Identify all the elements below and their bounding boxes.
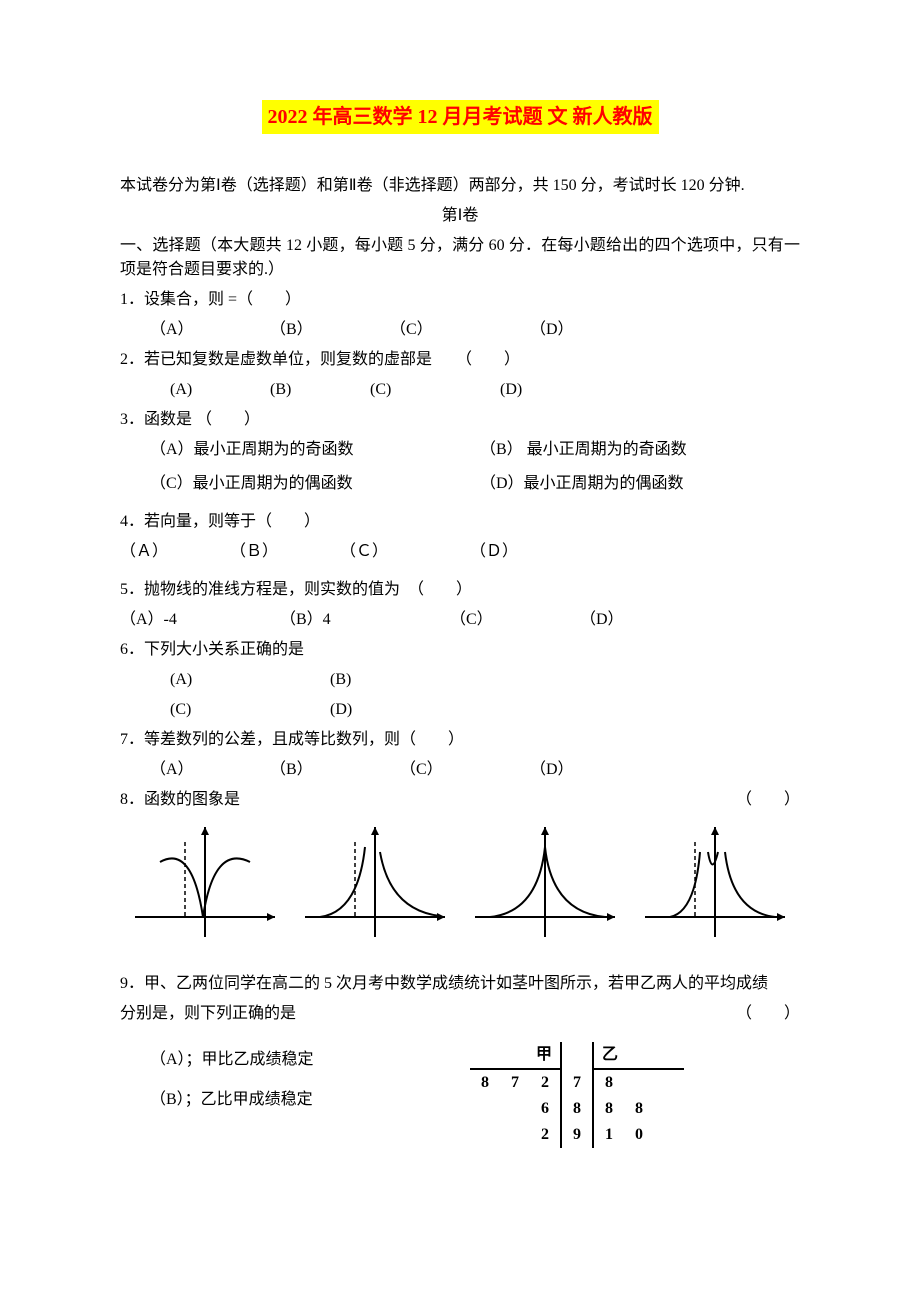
q8-graphs (120, 822, 800, 942)
q8-text: 8．函数的图象是 (120, 788, 240, 812)
q8-row: 8．函数的图象是 （ ） (120, 788, 800, 812)
q2-opt-c: (C) (370, 378, 500, 402)
q4-text: 4．若向量，则等于（ ） (120, 510, 800, 534)
q5-opt-a: （A）-4 (120, 608, 280, 632)
title-wrap: 2022 年高三数学 12 月月考试题 文 新人教版 (120, 100, 800, 134)
q7-opt-c: （C） (400, 758, 530, 782)
q8-blank: （ ） (736, 788, 800, 812)
section-header: 一、选择题（本大题共 12 小题，每小题 5 分，满分 60 分．在每小题给出的… (120, 234, 800, 282)
q4-opt-a: （Ａ） (120, 540, 230, 564)
q9-text1: 9．甲、乙两位同学在高二的 5 次月考中数学成绩统计如茎叶图所示，若甲乙两人的平… (120, 972, 800, 996)
q9-opt-a: （A）；甲比乙成绩稳定 (120, 1048, 410, 1072)
function-graph (130, 822, 280, 942)
q6-opt-c: (C) (170, 698, 330, 722)
q7-text: 7．等差数列的公差，且成等比数列，则（ ） (120, 728, 800, 752)
q7-options: （A） （B） （C） （D） (120, 758, 800, 782)
q9-options: （A）；甲比乙成绩稳定 （B）；乙比甲成绩稳定 (120, 1042, 410, 1118)
q2-opt-a: (A) (170, 378, 270, 402)
q3-opt-a: （A）最小正周期为的奇函数 (150, 438, 480, 462)
stem-leaf-plot: 甲乙8727868882910 (470, 1042, 684, 1148)
stem-leaf-table: 甲乙8727868882910 (470, 1042, 684, 1148)
q3-opt-d: （D）最小正周期为的偶函数 (480, 472, 684, 496)
q1-options: （A） （B） （C） （D） (120, 318, 800, 342)
q6-text: 6．下列大小关系正确的是 (120, 638, 800, 662)
intro-text: 本试卷分为第Ⅰ卷（选择题）和第Ⅱ卷（非选择题）两部分，共 150 分，考试时长 … (120, 174, 800, 198)
q7-opt-a: （A） (150, 758, 270, 782)
function-graph (640, 822, 790, 942)
q2-options: (A) (B) (C) (D) (120, 378, 800, 402)
q3-opt-c: （C）最小正周期为的偶函数 (150, 472, 480, 496)
q5-opt-c: （C） (450, 608, 580, 632)
q1-opt-b: （B） (270, 318, 390, 342)
function-graph (470, 822, 620, 942)
page-title: 2022 年高三数学 12 月月考试题 文 新人教版 (262, 100, 659, 134)
q4-opt-b: （Ｂ） (230, 540, 340, 564)
q1-opt-d: （D） (530, 318, 574, 342)
q1-opt-c: （C） (390, 318, 530, 342)
q7-opt-b: （B） (270, 758, 400, 782)
q2-opt-d: (D) (500, 378, 522, 402)
q3-text: 3．函数是 （ ） (120, 408, 800, 432)
q4-options: （Ａ） （Ｂ） （Ｃ） （Ｄ） (120, 540, 800, 564)
q2-opt-b: (B) (270, 378, 370, 402)
q5-opt-d: （D） (580, 608, 624, 632)
q9-text2: 分别是，则下列正确的是 (120, 1002, 296, 1026)
q3-opt-b: （B） 最小正周期为的奇函数 (480, 438, 687, 462)
q6-opt-a: (A) (170, 668, 330, 692)
q1-opt-a: （A） (150, 318, 270, 342)
q6-opt-b: (B) (330, 668, 351, 692)
q4-opt-c: （Ｃ） (340, 540, 470, 564)
q6-options-row1: (A) (B) (120, 668, 800, 692)
q9-body: （A）；甲比乙成绩稳定 （B）；乙比甲成绩稳定 甲乙8727868882910 (120, 1042, 800, 1148)
q4-opt-d: （Ｄ） (470, 540, 518, 564)
q9-opt-b: （B）；乙比甲成绩稳定 (120, 1088, 410, 1112)
q5-opt-b: （B）4 (280, 608, 450, 632)
q5-text: 5．抛物线的准线方程是，则实数的值为 （ ） (120, 578, 800, 602)
part-label: 第Ⅰ卷 (120, 204, 800, 228)
q2-text: 2．若已知复数是虚数单位，则复数的虚部是 （ ） (120, 348, 800, 372)
q3-options-row1: （A）最小正周期为的奇函数 （B） 最小正周期为的奇函数 (120, 438, 800, 462)
function-graph (300, 822, 450, 942)
q3-options-row2: （C）最小正周期为的偶函数 （D）最小正周期为的偶函数 (120, 472, 800, 496)
exam-page: 2022 年高三数学 12 月月考试题 文 新人教版 本试卷分为第Ⅰ卷（选择题）… (0, 0, 920, 1198)
q6-options-row2: (C) (D) (120, 698, 800, 722)
q9-blank: （ ） (736, 1002, 800, 1026)
q5-options: （A）-4 （B）4 （C） （D） (120, 608, 800, 632)
q1-text: 1．设集合，则 =（ ） (120, 288, 800, 312)
q6-opt-d: (D) (330, 698, 352, 722)
q7-opt-d: （D） (530, 758, 574, 782)
q9-text2-row: 分别是，则下列正确的是 （ ） (120, 1002, 800, 1026)
